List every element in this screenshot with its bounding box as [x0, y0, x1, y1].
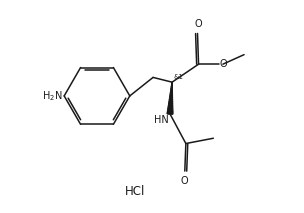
Polygon shape	[168, 105, 173, 108]
Polygon shape	[168, 109, 173, 112]
Polygon shape	[171, 86, 172, 89]
Polygon shape	[169, 101, 173, 103]
Text: O: O	[194, 19, 202, 29]
Polygon shape	[170, 93, 172, 95]
Text: &1: &1	[174, 74, 184, 80]
Polygon shape	[171, 88, 172, 91]
Text: HCl: HCl	[125, 185, 145, 198]
Text: O: O	[220, 59, 227, 69]
Polygon shape	[171, 91, 172, 93]
Text: H$_2$N: H$_2$N	[42, 89, 63, 103]
Polygon shape	[167, 112, 173, 114]
Text: HN: HN	[154, 115, 169, 125]
Text: O: O	[181, 176, 188, 186]
Polygon shape	[169, 103, 173, 105]
Polygon shape	[167, 82, 173, 114]
Polygon shape	[170, 97, 172, 99]
Polygon shape	[169, 99, 172, 101]
Polygon shape	[170, 95, 172, 97]
Polygon shape	[168, 107, 173, 110]
